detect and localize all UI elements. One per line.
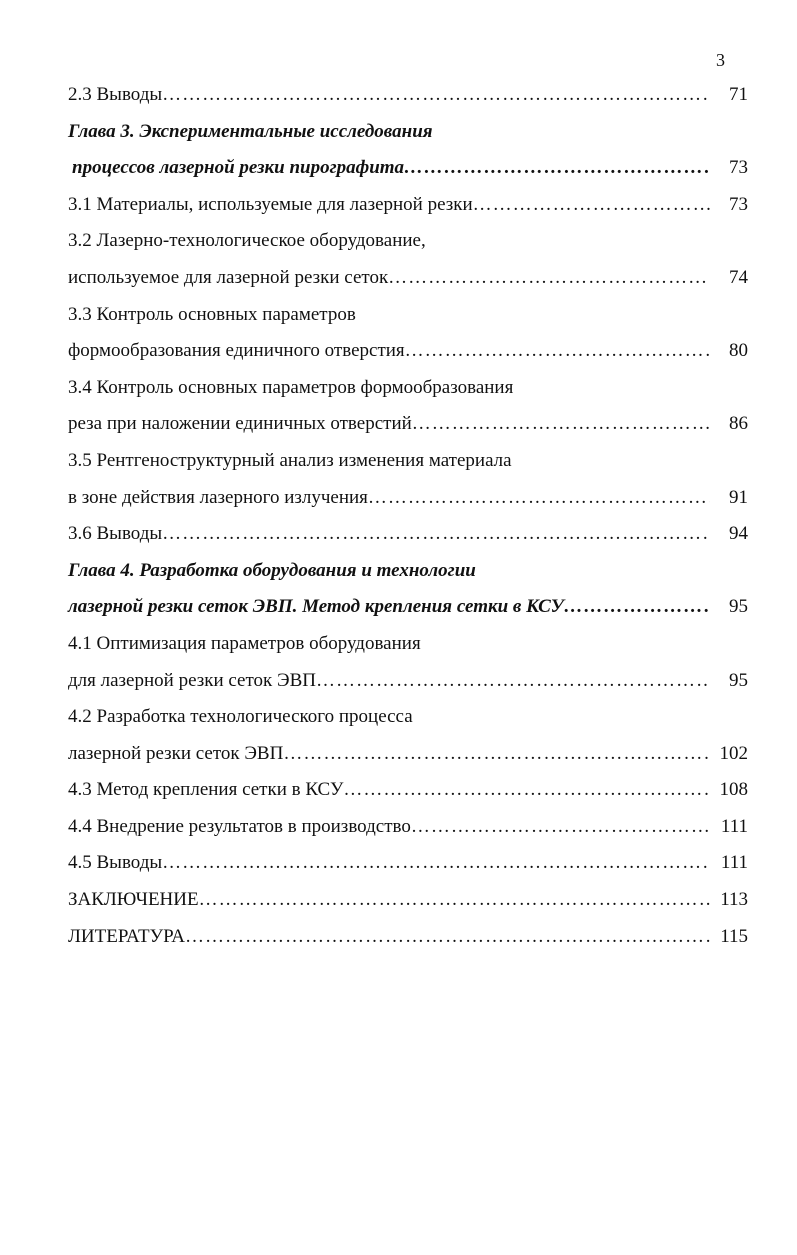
toc-entry-title: 4.5 Выводы xyxy=(68,852,163,874)
toc-entry-title: ЗАКЛЮЧЕНИЕ xyxy=(68,889,199,911)
dot-leader xyxy=(185,924,710,950)
toc-entry: реза при наложении единичных отверстий 86 xyxy=(68,411,748,448)
toc-entry-page: 86 xyxy=(729,413,748,435)
dot-leader xyxy=(412,411,710,437)
toc-entry-page: 111 xyxy=(720,852,748,874)
toc-entry: формообразования единичного отверстия 80 xyxy=(68,338,748,375)
toc-entry-title: 3.4 Контроль основных параметров формооб… xyxy=(68,376,514,398)
dot-leader xyxy=(388,265,710,291)
toc-entry-title: 4.1 Оптимизация параметров оборудования xyxy=(68,632,421,654)
toc-entry-page: 80 xyxy=(729,340,748,362)
toc-entry: 3.4 Контроль основных параметров формооб… xyxy=(68,375,748,412)
toc-entry: ЛИТЕРАТУРА 115 xyxy=(68,924,748,961)
toc-entry: лазерной резки сеток ЭВП. Метод креплени… xyxy=(68,594,748,631)
toc-entry: процессов лазерной резки пирографита 73 xyxy=(68,155,748,192)
toc-entry: 4.4 Внедрение результатов в производство… xyxy=(68,814,748,851)
toc-entry-title: реза при наложении единичных отверстий xyxy=(68,413,412,435)
toc-entry-title: используемое для лазерной резки сеток xyxy=(68,266,389,288)
table-of-contents: 2.3 Выводы 71 Глава 3. Экспериментальные и… xyxy=(68,82,748,960)
toc-entry: используемое для лазерной резки сеток 74 xyxy=(68,265,748,302)
toc-entry-page: 108 xyxy=(719,779,749,801)
dot-leader xyxy=(411,814,710,840)
dot-leader xyxy=(368,485,710,511)
toc-entry: 4.1 Оптимизация параметров оборудования xyxy=(68,631,748,668)
toc-entry: 3.1 Материалы, используемые для лазерной… xyxy=(68,192,748,229)
toc-entry-title: Глава 3. Экспериментальные исследования xyxy=(68,120,433,142)
toc-entry: 4.5 Выводы 111 xyxy=(68,850,748,887)
dot-leader xyxy=(343,777,710,803)
toc-entry-page: 102 xyxy=(719,742,749,764)
toc-entry-page: 73 xyxy=(729,193,748,215)
toc-entry-title: 4.3 Метод крепления сетки в КСУ xyxy=(68,779,344,801)
page-number: 3 xyxy=(716,50,725,70)
toc-entry-title: 4.2 Разработка технологического процесса xyxy=(68,706,413,728)
dot-leader xyxy=(199,887,710,913)
toc-entry-page: 74 xyxy=(729,266,748,288)
toc-entry-title: лазерной резки сеток ЭВП xyxy=(68,742,284,764)
toc-entry-title: 3.2 Лазерно-технологическое оборудование… xyxy=(68,230,426,252)
toc-entry-title: 4.4 Внедрение результатов в производство xyxy=(68,815,411,837)
toc-entry-page: 91 xyxy=(729,486,748,508)
toc-entry-page: 95 xyxy=(729,669,748,691)
dot-leader xyxy=(404,155,710,181)
dot-leader xyxy=(162,521,710,547)
dot-leader xyxy=(162,850,710,876)
toc-entry: 3.6 Выводы 94 xyxy=(68,521,748,558)
dot-leader xyxy=(316,668,710,694)
toc-entry-page: 115 xyxy=(720,925,748,947)
toc-entry: 4.2 Разработка технологического процесса xyxy=(68,704,748,741)
dot-leader xyxy=(405,338,710,364)
toc-entry-page: 95 xyxy=(729,596,748,618)
toc-entry-title: в зоне действия лазерного излучения xyxy=(68,486,368,508)
dot-leader xyxy=(283,741,710,767)
toc-entry-page: 111 xyxy=(720,815,748,837)
toc-entry: для лазерной резки сеток ЭВП 95 xyxy=(68,668,748,705)
toc-entry-title: формообразования единичного отверстия xyxy=(68,340,405,362)
toc-entry-title: лазерной резки сеток ЭВП. Метод креплени… xyxy=(68,596,564,618)
toc-entry-page: 113 xyxy=(720,889,748,911)
toc-entry-page: 71 xyxy=(729,84,748,105)
toc-entry: в зоне действия лазерного излучения 91 xyxy=(68,485,748,522)
toc-entry-title: процессов лазерной резки пирографита xyxy=(72,157,405,179)
toc-entry-page: 94 xyxy=(729,523,748,545)
toc-entry: 4.3 Метод крепления сетки в КСУ 108 xyxy=(68,777,748,814)
toc-entry-title: 3.5 Рентгеноструктурный анализ изменения… xyxy=(68,449,512,471)
toc-entry-title: для лазерной резки сеток ЭВП xyxy=(68,669,316,691)
toc-entry-title: 2.3 Выводы xyxy=(68,84,163,105)
toc-entry: лазерной резки сеток ЭВП 102 xyxy=(68,741,748,778)
toc-entry: ЗАКЛЮЧЕНИЕ 113 xyxy=(68,887,748,924)
toc-entry: 3.2 Лазерно-технологическое оборудование… xyxy=(68,228,748,265)
toc-entry-page: 73 xyxy=(729,157,748,179)
toc-entry: 3.3 Контроль основных параметров xyxy=(68,302,748,339)
dot-leader xyxy=(473,192,710,218)
dot-leader xyxy=(564,594,710,620)
toc-entry: 2.3 Выводы 71 xyxy=(68,82,748,119)
toc-entry: Глава 3. Экспериментальные исследования xyxy=(68,119,748,156)
toc-entry: Глава 4. Разработка оборудования и техно… xyxy=(68,558,748,595)
toc-entry-title: Глава 4. Разработка оборудования и техно… xyxy=(68,559,476,581)
toc-entry-title: ЛИТЕРАТУРА xyxy=(68,925,185,947)
toc-entry-title: 3.6 Выводы xyxy=(68,523,163,545)
toc-entry: 3.5 Рентгеноструктурный анализ изменения… xyxy=(68,448,748,485)
dot-leader xyxy=(162,82,710,108)
toc-entry-title: 3.3 Контроль основных параметров xyxy=(68,303,356,325)
toc-entry-title: 3.1 Материалы, используемые для лазерной… xyxy=(68,193,473,215)
